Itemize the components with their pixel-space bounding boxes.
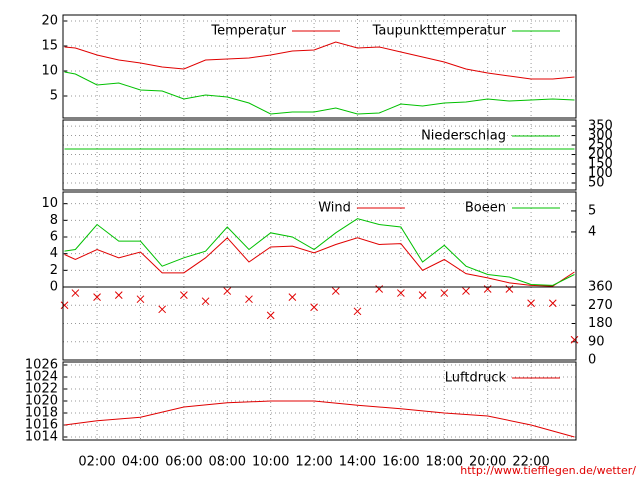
marker <box>223 287 232 295</box>
y2-tick-label: 350 <box>588 119 613 134</box>
y-tick-label: 8 <box>50 213 58 228</box>
line <box>64 400 575 438</box>
x-tick-label: 14:00 <box>339 455 376 470</box>
y2-tick-label: 360 <box>588 280 613 295</box>
legend-label: Boeen <box>465 201 506 216</box>
x-tick-label: 10:00 <box>252 455 289 470</box>
legend-label: Temperatur <box>210 24 286 39</box>
marker <box>570 335 579 344</box>
y-tick-label: 1014 <box>25 430 58 445</box>
line <box>64 41 575 80</box>
line <box>64 71 575 115</box>
marker <box>158 305 167 314</box>
x-tick-label: 02:00 <box>78 455 115 470</box>
y-tick-label: 4 <box>50 246 58 261</box>
line <box>64 218 575 286</box>
marker <box>60 301 69 310</box>
y-tick-label: 0 <box>50 280 58 295</box>
legend-label: Niederschlag <box>421 129 506 144</box>
y2-tick-label: 90 <box>588 334 605 349</box>
x-tick-label: 20:00 <box>469 455 506 470</box>
x-tick-label: 16:00 <box>382 455 419 470</box>
y2-tick-label: 0 <box>588 353 596 368</box>
y-tick-label: 5 <box>50 89 58 104</box>
marker <box>136 295 145 304</box>
legend-label: Wind <box>318 201 351 216</box>
y2-tick-label: 270 <box>588 298 613 313</box>
y-tick-label: 1020 <box>25 394 58 409</box>
y-tick-label: 20 <box>41 14 58 29</box>
y2-tick-label: 250 <box>588 138 613 153</box>
marker <box>266 311 275 320</box>
marker <box>331 287 340 295</box>
marker <box>180 291 188 299</box>
x-tick-label: 04:00 <box>122 455 159 470</box>
footer: http://www.tiefflegen.de/wetter/ <box>460 464 636 477</box>
y-tick-label: 15 <box>41 39 58 54</box>
x-tick-label: 22:00 <box>512 455 549 470</box>
marker <box>418 291 427 299</box>
y-tick-label: 1016 <box>25 418 58 433</box>
line <box>64 237 575 287</box>
y-tick-label: 1026 <box>25 358 58 373</box>
plot-border <box>62 286 577 361</box>
y2-tick-label: 50 <box>588 175 605 190</box>
marker <box>93 293 101 301</box>
y2-tick-label: 100 <box>588 166 613 181</box>
marker <box>71 289 80 297</box>
y-tick-label: 6 <box>50 230 58 245</box>
y-tick-label: 1018 <box>25 406 58 421</box>
x-tick-label: 06:00 <box>165 455 202 470</box>
plot-border <box>62 361 577 441</box>
marker <box>114 291 123 299</box>
x-tick-label: 12:00 <box>295 455 332 470</box>
y-tick-label: 10 <box>41 64 58 79</box>
marker <box>462 287 470 295</box>
marker <box>440 289 449 297</box>
y-tick-label: 10 <box>41 196 58 211</box>
marker <box>288 293 297 301</box>
y-tick-label: 1024 <box>25 370 58 385</box>
x-tick-label: 08:00 <box>209 455 246 470</box>
marker <box>397 289 405 297</box>
y-tick-label: 1022 <box>25 382 58 397</box>
marker <box>548 299 557 308</box>
y2-tick-label: 4 <box>588 224 596 239</box>
y2-tick-label: 150 <box>588 157 613 172</box>
marker <box>353 307 362 316</box>
y-tick-label: 2 <box>50 263 58 278</box>
y2-tick-label: 5 <box>588 203 596 218</box>
marker <box>201 297 210 306</box>
marker <box>245 295 253 304</box>
marker <box>527 299 535 308</box>
plot-border <box>62 14 577 119</box>
y2-tick-label: 200 <box>588 147 613 162</box>
legend-label: Luftdruck <box>445 371 507 386</box>
plot-border <box>62 119 577 191</box>
y2-tick-label: 180 <box>588 316 613 331</box>
y2-tick-label: 300 <box>588 128 613 143</box>
marker <box>310 303 318 312</box>
x-tick-label: 18:00 <box>426 455 463 470</box>
legend-label: Taupunkttemperatur <box>372 24 507 39</box>
